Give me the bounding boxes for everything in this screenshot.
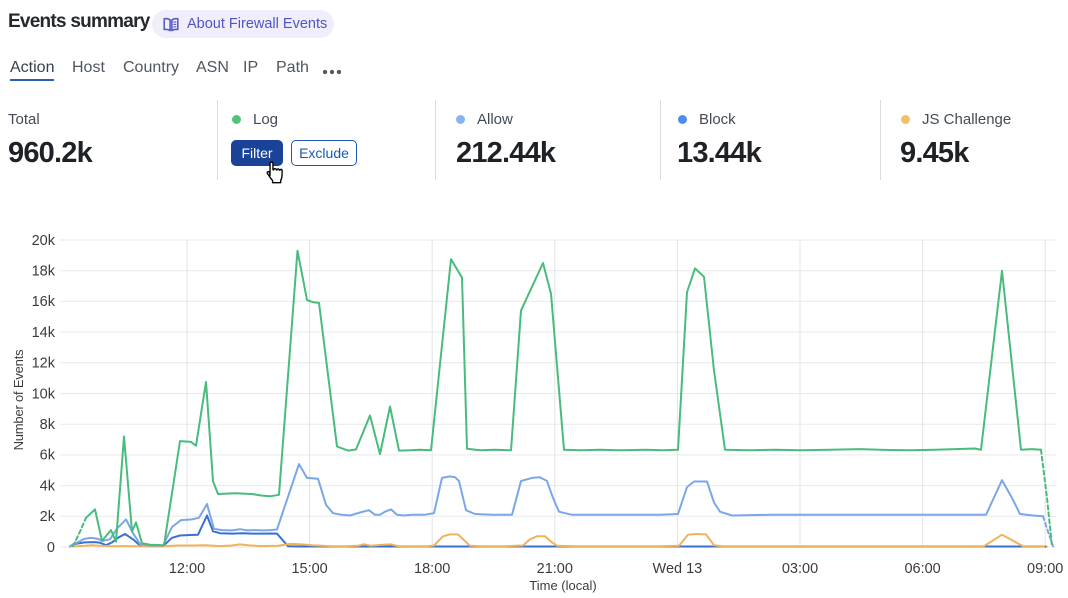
- svg-text:0: 0: [47, 540, 55, 556]
- svg-text:2k: 2k: [40, 509, 56, 525]
- svg-text:Time (local): Time (local): [529, 578, 596, 593]
- svg-text:21:00: 21:00: [537, 561, 573, 577]
- svg-text:15:00: 15:00: [291, 561, 327, 577]
- svg-text:Wed 13: Wed 13: [653, 561, 703, 577]
- svg-text:16k: 16k: [32, 294, 56, 310]
- svg-text:06:00: 06:00: [904, 561, 940, 577]
- svg-text:8k: 8k: [40, 417, 56, 433]
- svg-text:20k: 20k: [32, 233, 56, 249]
- svg-text:18k: 18k: [32, 264, 56, 280]
- svg-text:09:00: 09:00: [1027, 561, 1063, 577]
- svg-text:18:00: 18:00: [414, 561, 450, 577]
- svg-text:10k: 10k: [32, 386, 56, 402]
- svg-text:6k: 6k: [40, 448, 56, 464]
- svg-text:4k: 4k: [40, 478, 56, 494]
- svg-text:14k: 14k: [32, 325, 56, 341]
- svg-text:Number of Events: Number of Events: [11, 349, 26, 451]
- svg-text:03:00: 03:00: [782, 561, 818, 577]
- svg-text:12:00: 12:00: [169, 561, 205, 577]
- svg-text:12k: 12k: [32, 356, 56, 372]
